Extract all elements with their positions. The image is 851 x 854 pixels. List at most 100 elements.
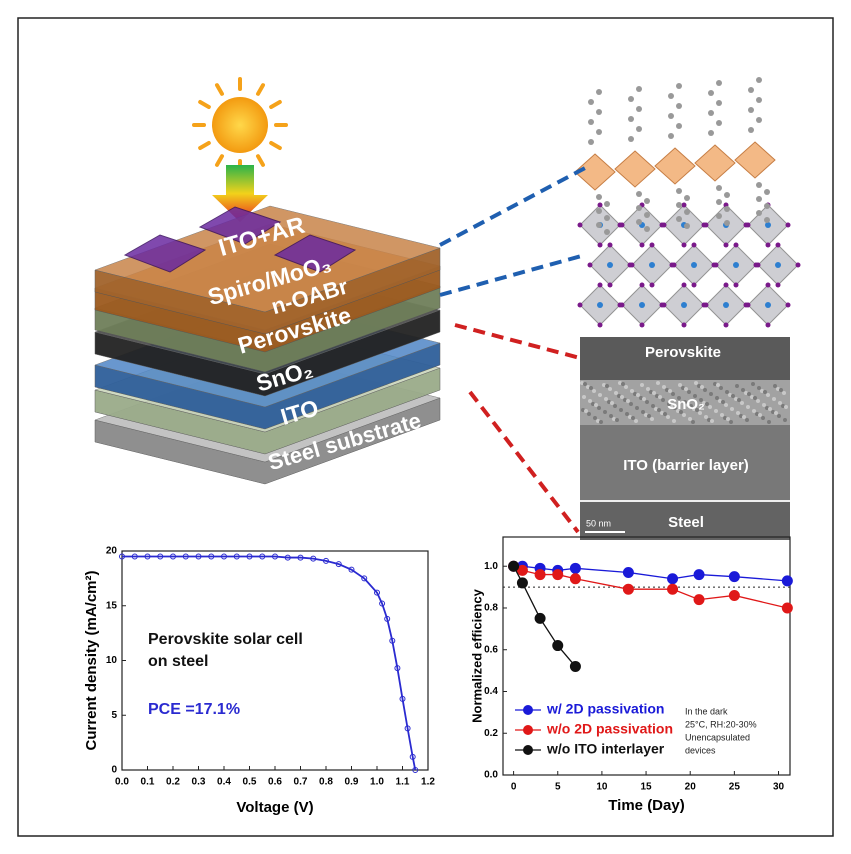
tem-grain bbox=[777, 414, 781, 418]
tem-grain bbox=[609, 414, 613, 418]
organic-atom bbox=[716, 199, 722, 205]
tem-grain bbox=[626, 399, 630, 403]
tem-grain bbox=[715, 396, 719, 400]
x-tick-label: 10 bbox=[596, 782, 608, 793]
y-tick-label: 20 bbox=[106, 546, 118, 557]
tem-label: Perovskite bbox=[645, 344, 721, 361]
tem-grain bbox=[597, 406, 601, 410]
organic-atom bbox=[756, 210, 762, 216]
organic-atom bbox=[676, 83, 682, 89]
tem-grain bbox=[784, 405, 788, 409]
sun-ray bbox=[200, 102, 209, 107]
y-tick-label: 5 bbox=[111, 710, 117, 721]
x-tick-label: 5 bbox=[555, 782, 561, 793]
organic-atom bbox=[764, 203, 770, 209]
x-axis-title: Time (Day) bbox=[608, 797, 684, 814]
organic-atom bbox=[604, 215, 610, 221]
y-axis-title: Current density (mA/cm²) bbox=[83, 570, 100, 750]
callout-line bbox=[440, 255, 585, 295]
tem-grain bbox=[614, 391, 618, 395]
atom bbox=[598, 323, 603, 328]
x-tick-label: 15 bbox=[640, 782, 652, 793]
organic-atom bbox=[628, 136, 634, 142]
tem-grain bbox=[783, 418, 787, 422]
sun-ray bbox=[217, 85, 222, 94]
tem-grain bbox=[762, 403, 766, 407]
tem-grain bbox=[746, 405, 750, 409]
organic-atom bbox=[684, 195, 690, 201]
tem-grain bbox=[756, 399, 760, 403]
x-tick-label: 1.1 bbox=[396, 777, 410, 788]
y-tick-label: 0.6 bbox=[484, 644, 498, 655]
atom bbox=[704, 303, 709, 308]
tem-grain bbox=[582, 395, 586, 399]
organic-atom bbox=[708, 90, 714, 96]
organic-atom bbox=[756, 182, 762, 188]
tem-grain bbox=[708, 405, 712, 409]
data-point bbox=[782, 603, 792, 613]
tem-grain bbox=[766, 393, 770, 397]
tem-grain bbox=[650, 417, 654, 421]
organic-atom bbox=[684, 223, 690, 229]
atom bbox=[598, 243, 603, 248]
tem-grain bbox=[751, 382, 755, 386]
tem-grain bbox=[584, 409, 588, 413]
organic-atom bbox=[676, 202, 682, 208]
tem-grain bbox=[703, 388, 707, 392]
atom bbox=[765, 222, 771, 228]
tem-grain bbox=[647, 414, 651, 418]
tem-grain bbox=[640, 383, 644, 387]
atom bbox=[756, 263, 761, 268]
annotation: Unencapsulated bbox=[685, 732, 750, 742]
sun bbox=[212, 97, 268, 153]
organic-atom bbox=[764, 217, 770, 223]
x-tick-label: 0.9 bbox=[345, 777, 359, 788]
legend-marker bbox=[523, 705, 533, 715]
tem-grain bbox=[687, 390, 691, 394]
annotation: Perovskite solar cell bbox=[148, 631, 303, 648]
atom bbox=[723, 302, 729, 308]
tem-grain bbox=[721, 400, 725, 404]
x-axis-title: Voltage (V) bbox=[236, 799, 313, 816]
organic-atom bbox=[636, 219, 642, 225]
x-tick-label: 30 bbox=[773, 782, 785, 793]
atom bbox=[578, 223, 583, 228]
organic-atom bbox=[724, 220, 730, 226]
tem-grain bbox=[726, 417, 730, 421]
tem-grain bbox=[745, 418, 749, 422]
atom bbox=[662, 223, 667, 228]
organic-atom bbox=[596, 109, 602, 115]
tem-grain bbox=[620, 395, 624, 399]
tem-grain bbox=[773, 384, 777, 388]
tem-grain bbox=[694, 381, 698, 385]
organic-atom bbox=[636, 191, 642, 197]
atom bbox=[672, 263, 677, 268]
organic-atom bbox=[716, 80, 722, 86]
sun-ray bbox=[258, 85, 263, 94]
organic-atom bbox=[724, 192, 730, 198]
x-tick-label: 0.3 bbox=[192, 777, 206, 788]
data-point bbox=[782, 576, 792, 586]
tem-grain bbox=[621, 382, 625, 386]
atom bbox=[650, 243, 655, 248]
tem-grain bbox=[772, 397, 776, 401]
tem-grain bbox=[719, 386, 723, 390]
tem-grain bbox=[768, 407, 772, 411]
organic-atom bbox=[644, 198, 650, 204]
organic-atom bbox=[764, 189, 770, 195]
organic-atom bbox=[708, 110, 714, 116]
tem-grain bbox=[705, 402, 709, 406]
organic-atom bbox=[588, 139, 594, 145]
atom bbox=[724, 283, 729, 288]
tem-grain bbox=[635, 406, 639, 410]
data-point bbox=[535, 613, 545, 623]
tem-grain bbox=[730, 407, 734, 411]
tem-grain bbox=[691, 420, 695, 424]
sun-ray bbox=[217, 156, 222, 165]
tem-grain bbox=[598, 393, 602, 397]
data-point bbox=[509, 561, 519, 571]
tem-grain bbox=[735, 384, 739, 388]
organic-atom bbox=[636, 126, 642, 132]
tem-grain bbox=[740, 401, 744, 405]
organic-atom bbox=[676, 103, 682, 109]
